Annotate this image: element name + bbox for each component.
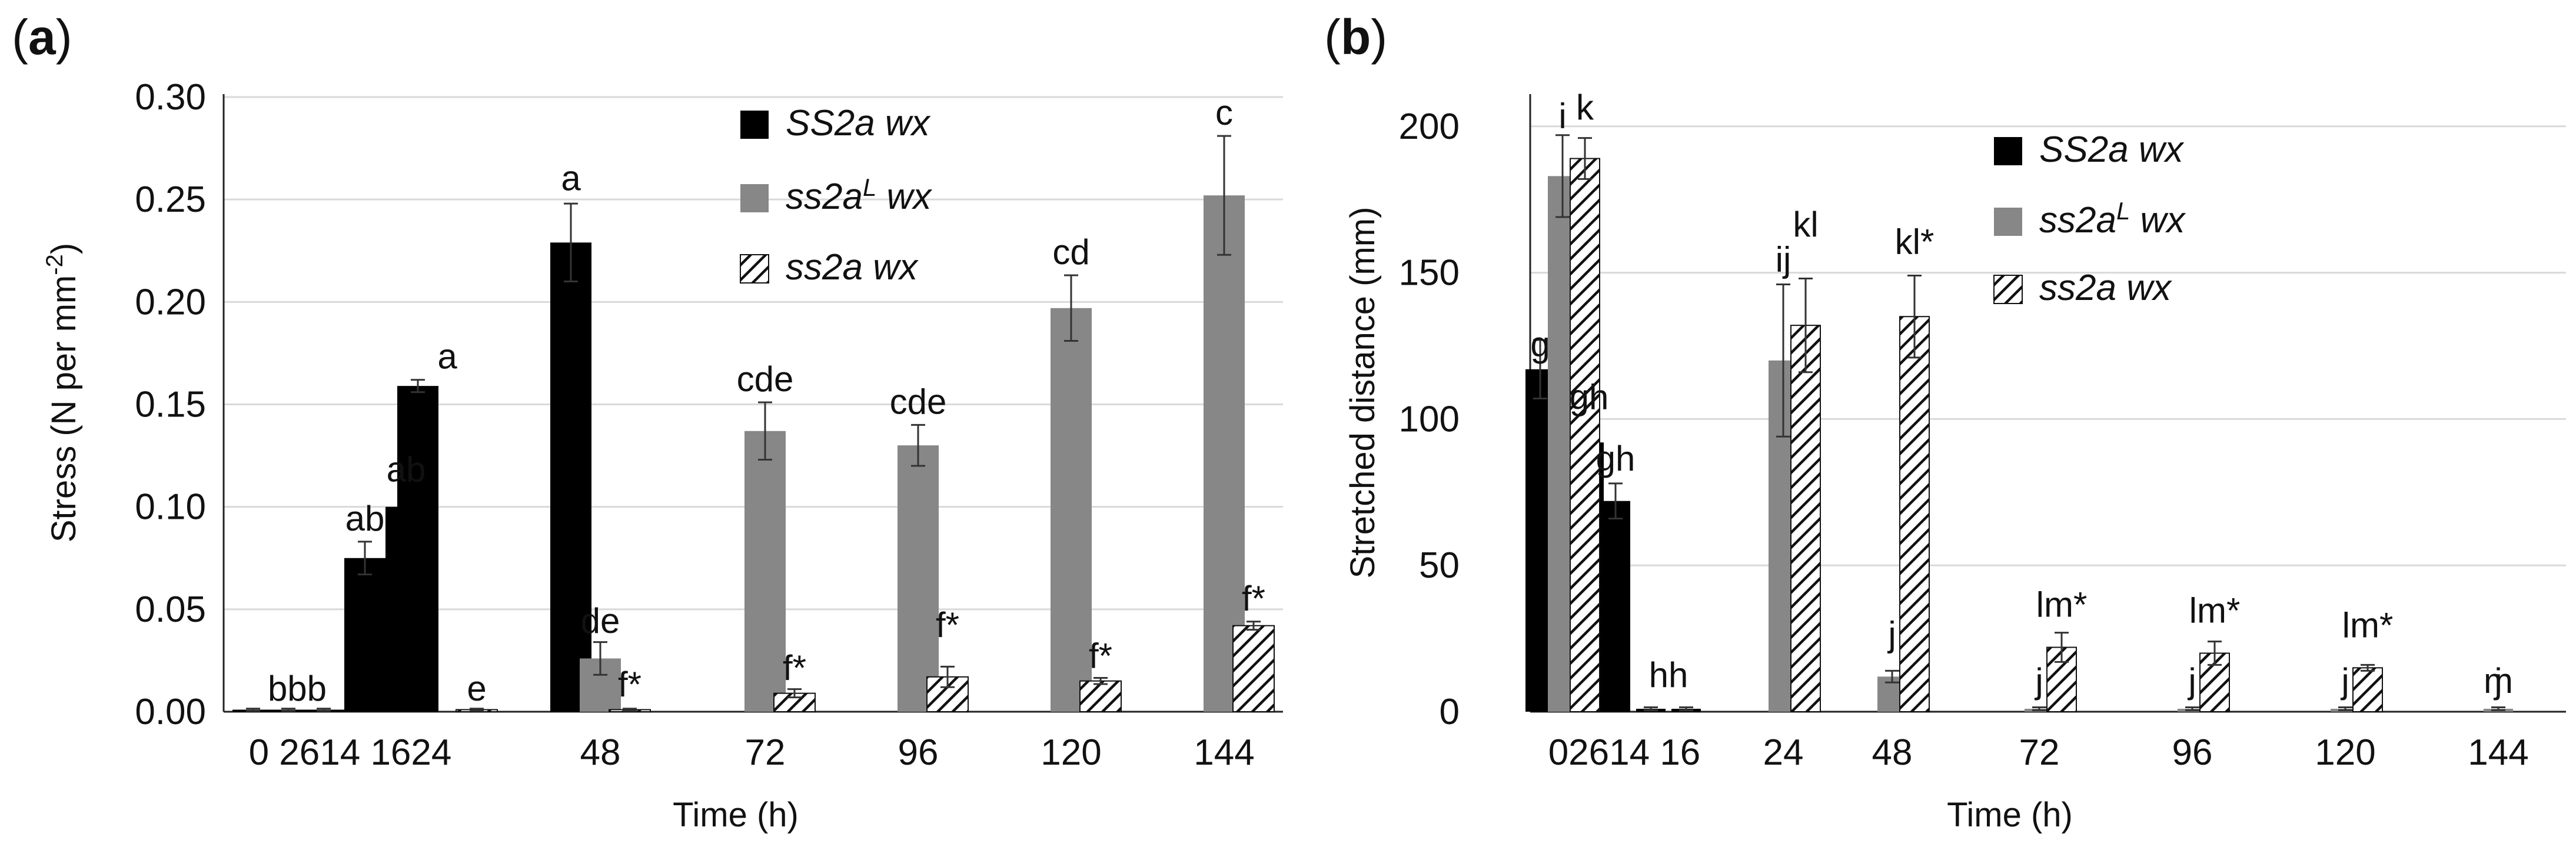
y-tick-label: 0.05 [135,589,206,630]
y-tick-label: 200 [1399,106,1460,147]
panel-label: (b) [1324,9,1387,65]
significance-label: bbb [268,669,327,708]
significance-label: j [2493,661,2502,701]
significance-label: lm* [2189,591,2241,631]
x-tick-label: 48 [1872,732,1913,773]
significance-label: g [1530,325,1550,364]
legend-swatch-SS2a [740,111,769,139]
y-tick-label: 0.15 [135,385,206,425]
legend-label-ss2aL: ss2aL wx [786,174,932,217]
significance-label: kl [1793,205,1818,244]
x-tick-label: 120 [2315,732,2375,773]
significance-label: lm* [2036,585,2088,625]
bar-SS2a [344,558,385,712]
legend-swatch-ss2aL [1994,208,2022,236]
significance-label: m [2484,661,2513,701]
y-tick-label: 0.10 [135,487,206,528]
bar-ss2a [1232,625,1275,712]
bar-ss2a [1790,325,1821,712]
legend-swatch-ss2a [1993,275,2023,304]
legend-label-ss2a: ss2a wx [786,247,919,288]
bar-SS2a [397,386,438,712]
panel-label: (a) [12,9,72,65]
y-tick-label: 0.25 [135,179,206,220]
significance-label: a [561,159,581,198]
y-axis-title: Stress (N per mm-2) [42,243,83,542]
significance-label: e [467,669,486,708]
significance-label: cde [737,359,794,399]
significance-label: ab [345,499,385,538]
y-tick-label: 50 [1419,545,1460,586]
x-tick-label: 0 2614 1624 [249,732,452,773]
bar-SS2a [1601,501,1630,712]
legend-label-SS2a: SS2a wx [786,103,931,144]
significance-label: kl* [1895,222,1935,262]
y-tick-label: 0.00 [135,692,206,732]
significance-label: ab [387,449,426,489]
legend-swatch-SS2a [1994,137,2022,165]
significance-label: k [1576,88,1594,127]
significance-label: cd [1052,232,1089,272]
y-tick-label: 100 [1399,399,1460,439]
panel-a: (a) 0.00 0.05 0.10 0.15 0.20 0.25 0.30 Stress (N… [12,9,1283,834]
significance-label: j [2034,661,2043,701]
bar-SS2a [550,242,591,712]
bar-ss2aL [1051,308,1092,712]
y-tick-label: 0 [1440,692,1460,732]
significance-label: lm* [2342,606,2394,645]
x-tick-label: 72 [745,732,786,773]
x-axis-title: Time (h) [1947,796,2073,834]
significance-label: f* [618,665,641,704]
bar-ss2a [1570,158,1600,712]
legend-label-SS2a: SS2a wx [2039,129,2185,170]
significance-label: gh [1570,377,1609,416]
x-tick-label: 24 [1763,732,1804,773]
bar-ss2aL [898,445,939,712]
panel-b: (b) 0 50 100 150 200 Stretched distance (mm) Ti… [1324,9,2566,834]
x-tick-label: 144 [2468,732,2528,773]
bar-ss2a [2352,667,2383,713]
significance-label: ij [1776,240,1791,279]
significance-label: hh [1649,655,1688,695]
bar-ss2aL [744,431,786,712]
y-axis-title: Stretched distance (mm) [1344,207,1382,579]
x-tick-label: 144 [1194,732,1254,773]
x-tick-label: 96 [898,732,939,773]
significance-label: j [2340,661,2349,701]
x-tick-label: 72 [2019,732,2060,773]
legend-swatch-ss2a [740,254,769,284]
significance-label: a [437,337,457,376]
legend-label-ss2aL: ss2aL wx [2039,197,2186,241]
significance-label: f* [783,648,806,688]
x-axis-title: Time (h) [673,796,799,834]
significance-label: j [1887,614,1896,653]
x-tick-label: 96 [2172,732,2213,773]
significance-label: j [2187,661,2196,701]
significance-label: de [581,601,620,641]
x-tick-label: 120 [1041,732,1101,773]
x-tick-label: 02614 16 [1548,732,1701,773]
significance-label: f* [1242,579,1265,618]
legend-swatch-ss2aL [740,184,769,212]
bar-ss2a [1079,680,1122,712]
y-tick-label: 0.20 [135,282,206,322]
legend-label-ss2a: ss2a wx [2039,268,2172,308]
y-tick-label: 150 [1399,253,1460,294]
significance-label: gh [1596,439,1636,478]
significance-label: i [1558,96,1566,136]
significance-label: f* [936,605,959,645]
bar-ss2a [1899,316,1930,712]
significance-label: cde [890,382,947,421]
y-tick-label: 0.30 [135,77,206,118]
significance-label: f* [1089,636,1112,675]
x-tick-label: 48 [580,732,621,773]
significance-label: c [1215,93,1233,132]
